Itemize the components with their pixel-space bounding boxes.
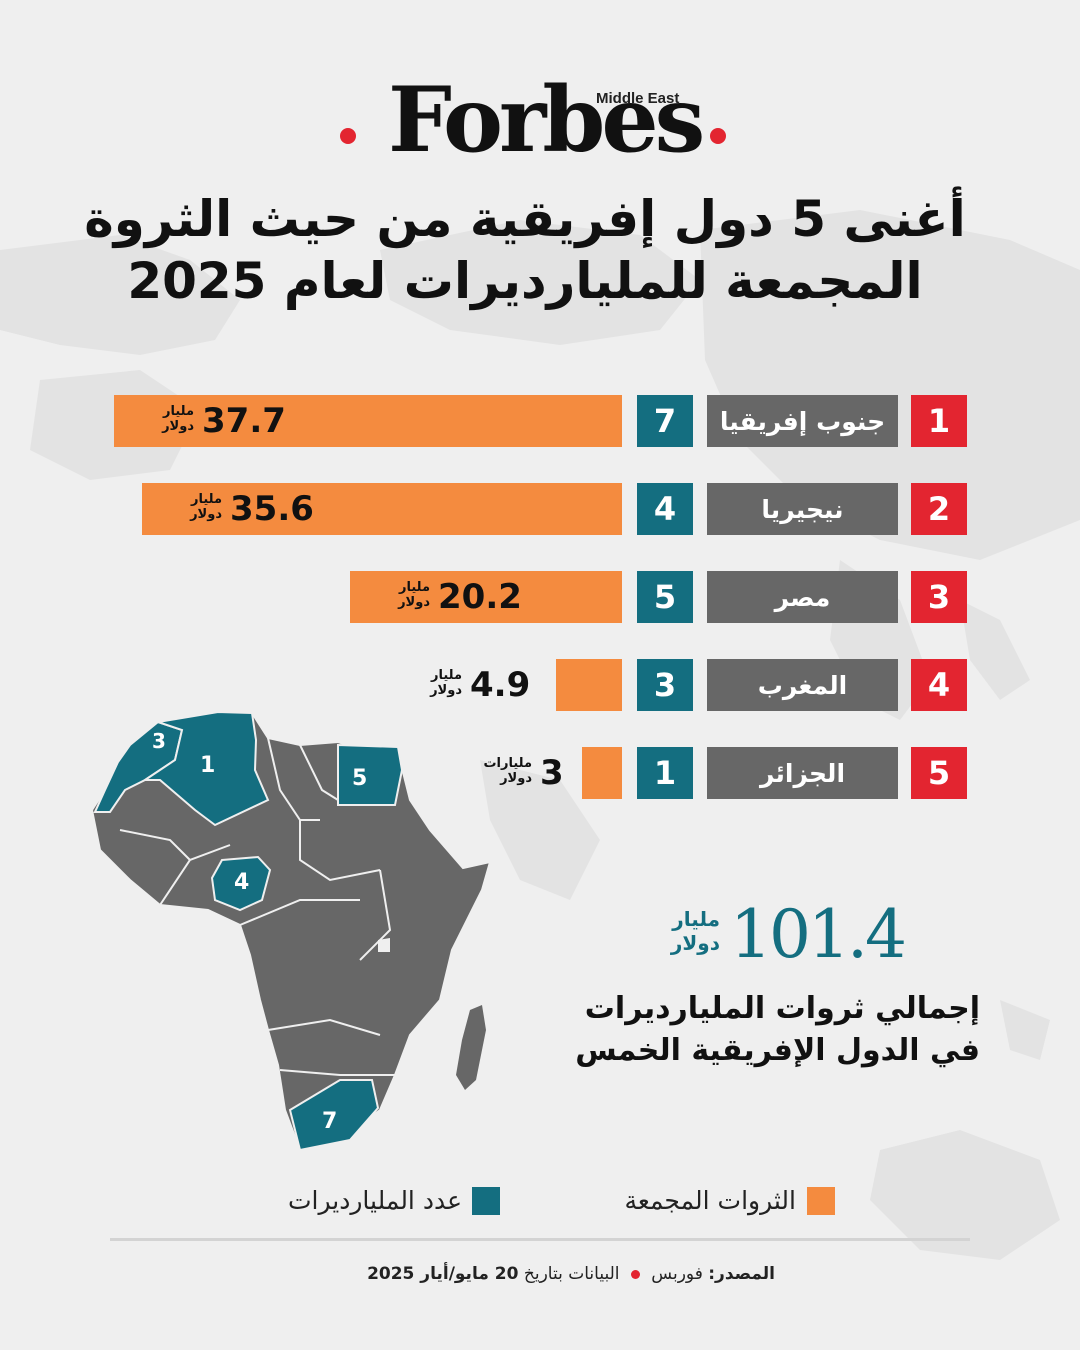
total-unit-line-2: دولار [670,931,720,955]
wealth-bar-chart: 1 جنوب إفريقيا 7 37.7 مليار دولار 2 نيجيريا 4 35.… [114,395,967,799]
wealth-unit-line-2: دولار [500,771,532,786]
wealth-value-5: 3 [540,753,564,793]
country-label-4: المغرب [707,659,898,711]
billionaire-count-3: 5 [637,571,693,623]
total-wealth-value: 101.4 [730,896,907,973]
wealth-value-2: 35.6 [230,489,314,529]
total-label-line-1: إجمالي ثروات المليارديرات [584,991,980,1026]
page-title: أغنى 5 دول إفريقية من حيث الثروة المجمعة… [60,188,990,312]
wealth-unit-line-1: مليار [430,668,462,683]
logo-subtitle: Middle East [596,90,680,107]
wealth-unit-line-1: مليار [162,404,194,419]
wealth-bar-4 [556,659,622,711]
logo-dot-right [710,128,726,144]
wealth-unit-1: مليار دولار [124,404,194,434]
rank-badge-2: 2 [911,483,967,535]
wealth-unit-5: مليارات دولار [462,756,532,786]
wealth-bar-3 [350,571,622,623]
billionaire-count-1: 7 [637,395,693,447]
source-data-prefix: البيانات بتاريخ [523,1264,620,1284]
wealth-value-4: 4.9 [470,665,531,705]
wealth-bar-2 [142,483,622,535]
wealth-bar-1 [114,395,622,447]
legend-label-count: عدد المليارديرات [287,1186,462,1215]
wealth-unit-line-1: مليارات [483,756,532,771]
title-line-2: المجمعة للمليارديرات لعام 2025 [127,252,923,310]
country-label-5: الجزائر [707,747,898,799]
logo-dot-left [340,128,356,144]
wealth-bar-5 [582,747,622,799]
forbes-logo: Forbes [388,67,705,173]
legend-swatch-wealth [807,1187,835,1215]
title-line-1: أغنى 5 دول إفريقية من حيث الثروة [84,190,966,248]
wealth-unit-3: مليار دولار [360,580,430,610]
source-label: المصدر: [708,1264,775,1284]
total-wealth-label: إجمالي ثروات المليارديرات في الدول الإفر… [520,988,980,1072]
source-dot [630,1269,640,1279]
source-line: المصدر: فوربس البيانات بتاريخ 20 مايو/أي… [100,1261,775,1287]
wealth-unit-4: مليار دولار [392,668,462,698]
source-publisher: فوربس [651,1264,703,1284]
legend-swatch-count [472,1187,500,1215]
billionaire-count-5: 1 [637,747,693,799]
legend-label-wealth: الثروات المجمعة [624,1186,796,1215]
wealth-value-1: 37.7 [202,401,286,441]
wealth-unit-line-2: دولار [398,595,430,610]
wealth-unit-line-2: دولار [190,507,222,522]
country-label-3: مصر [707,571,898,623]
wealth-unit-2: مليار دولار [152,492,222,522]
billionaire-count-4: 3 [637,659,693,711]
footer-divider [110,1238,970,1241]
total-label-line-2: في الدول الإفريقية الخمس [575,1033,980,1068]
rank-badge-1: 1 [911,395,967,447]
country-label-1: جنوب إفريقيا [707,395,898,447]
total-wealth-unit: مليار دولار [640,907,720,955]
rank-badge-4: 4 [911,659,967,711]
rank-badge-3: 3 [911,571,967,623]
wealth-value-3: 20.2 [438,577,522,617]
wealth-unit-line-1: مليار [398,580,430,595]
wealth-unit-line-1: مليار [190,492,222,507]
billionaire-count-2: 4 [637,483,693,535]
rank-badge-5: 5 [911,747,967,799]
source-date: 20 مايو/أيار 2025 [367,1264,519,1284]
wealth-unit-line-2: دولار [162,419,194,434]
country-label-2: نيجيريا [707,483,898,535]
wealth-unit-line-2: دولار [430,683,462,698]
total-unit-line-1: مليار [672,907,720,931]
